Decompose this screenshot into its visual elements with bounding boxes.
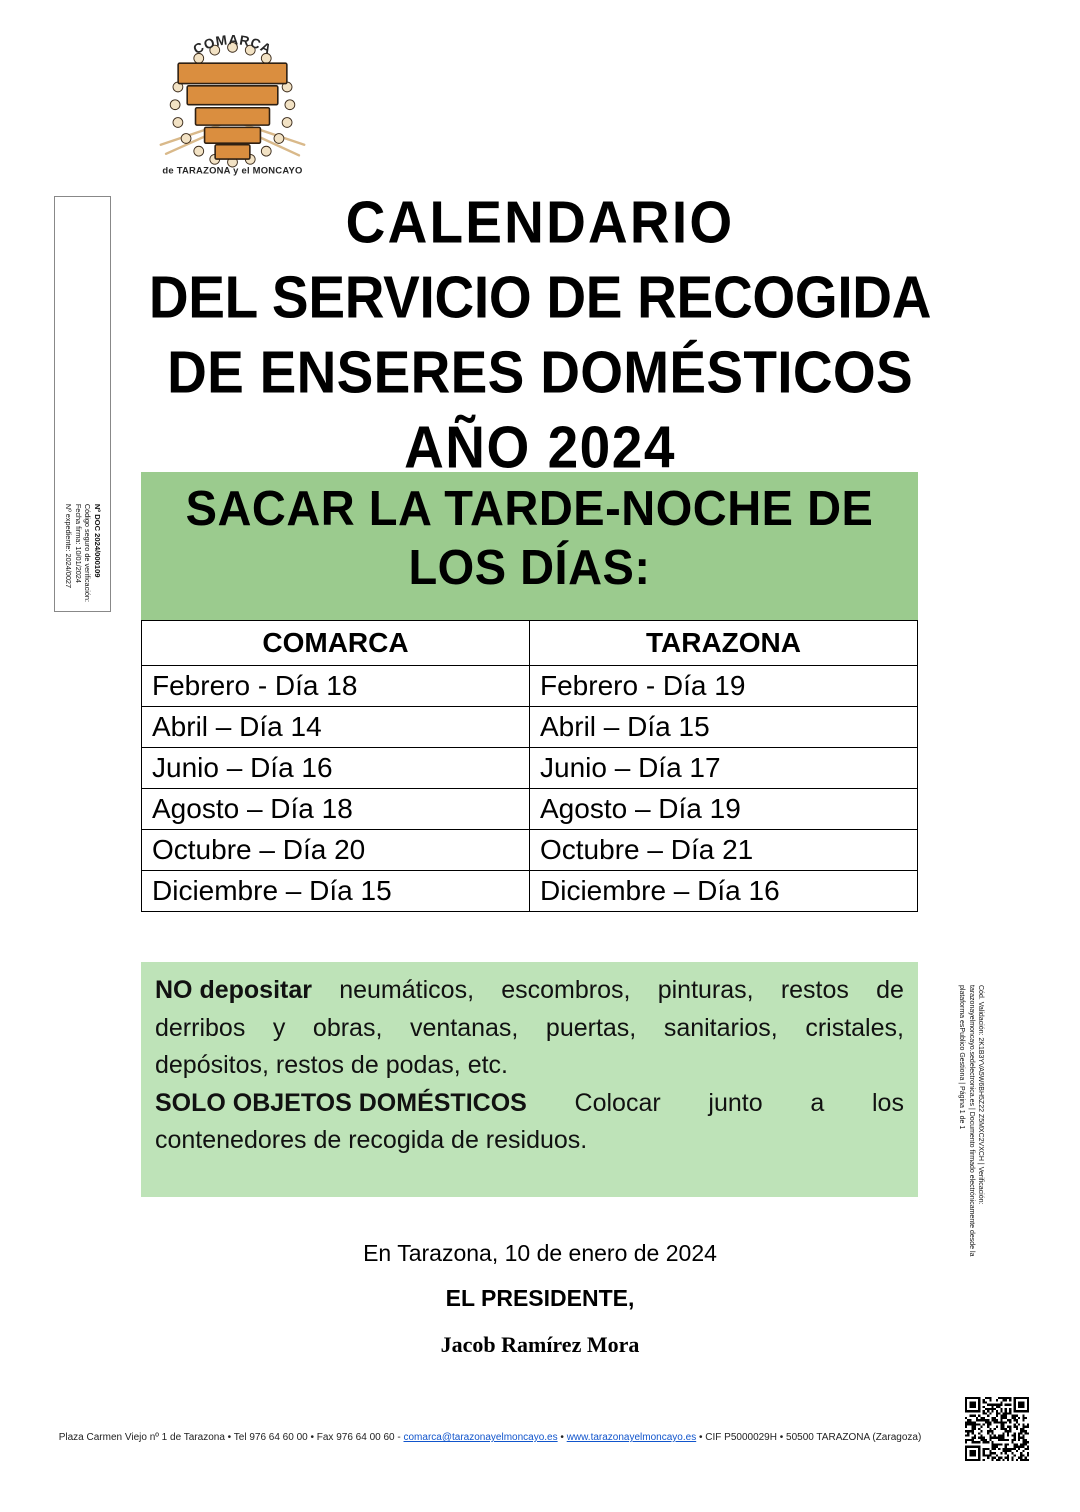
svg-text:de TARAZONA y el MONCAYO: de TARAZONA y el MONCAYO — [162, 164, 302, 175]
svg-text:COMARCA: COMARCA — [191, 33, 275, 57]
